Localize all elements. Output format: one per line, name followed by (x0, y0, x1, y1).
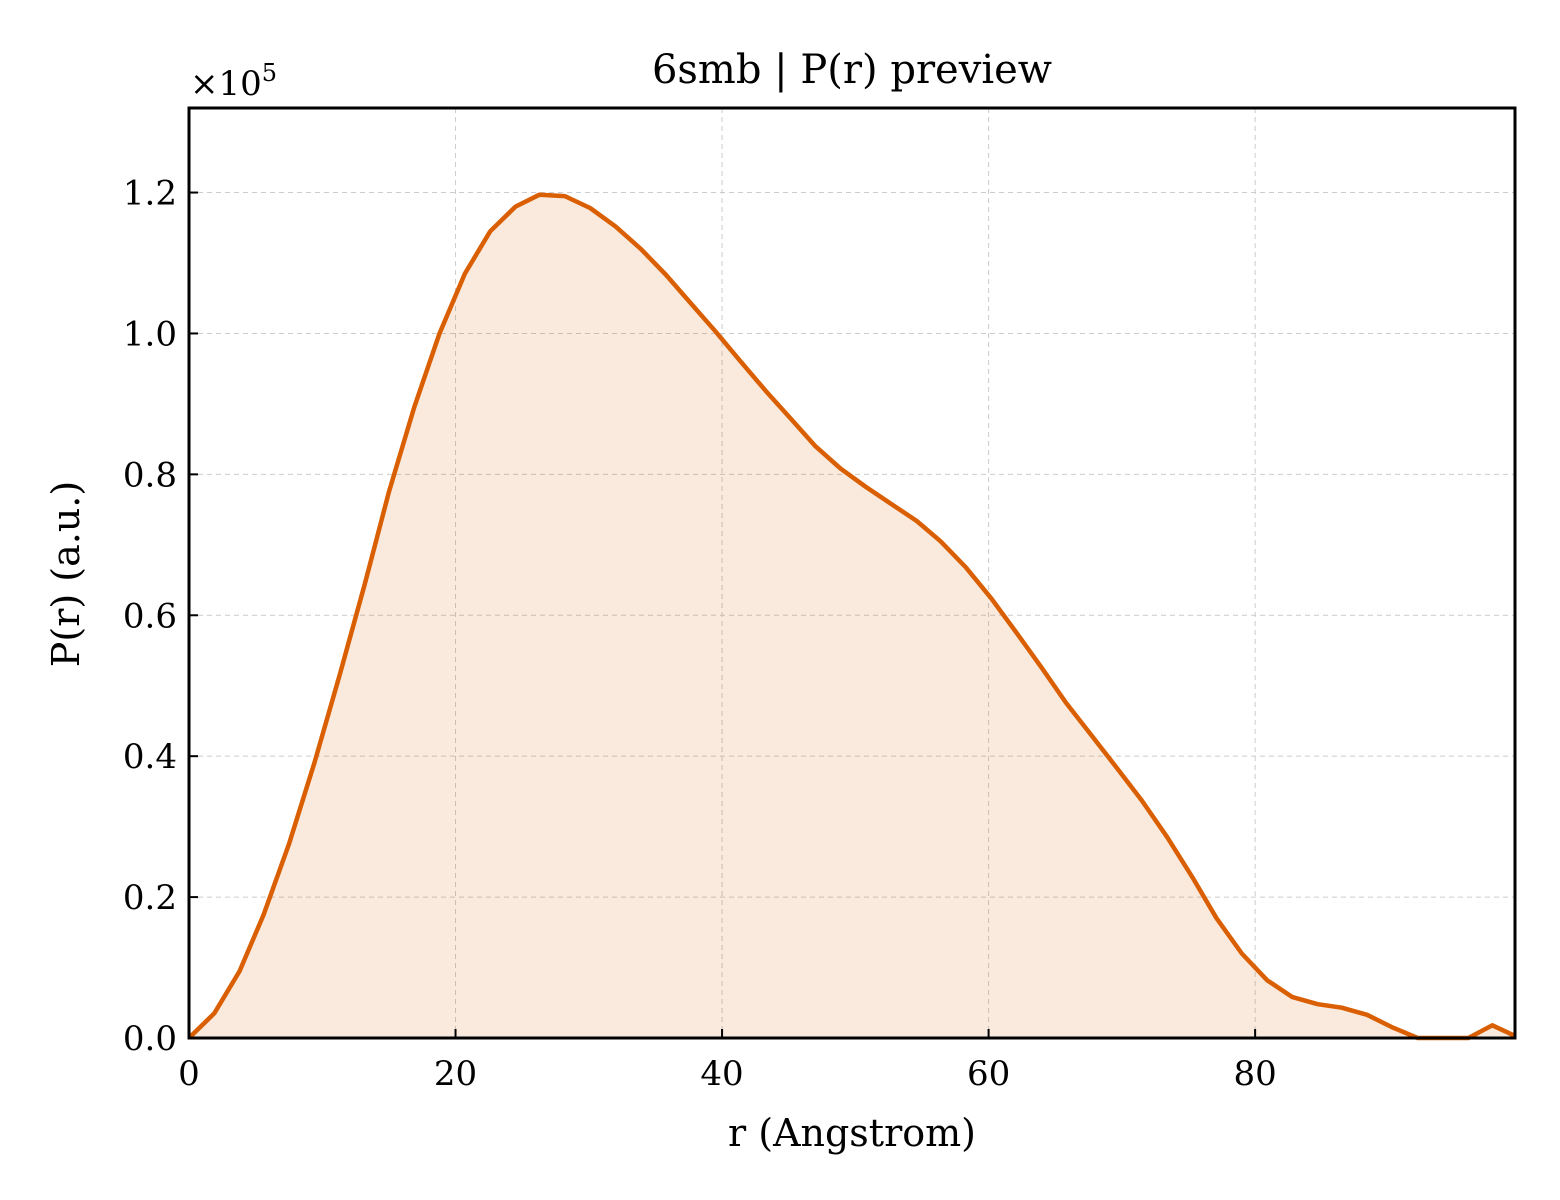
y-tick-label: 0.2 (123, 878, 177, 918)
x-tick-label: 40 (700, 1054, 743, 1094)
x-tick-label: 20 (434, 1054, 477, 1094)
y-tick-label: 1.0 (123, 314, 177, 354)
y-multiplier-exponent: 5 (262, 59, 277, 87)
y-axis-ticks: 0.0 0.2 0.4 0.6 0.8 1.0 1.2 (123, 174, 198, 1059)
pr-area-fill (189, 194, 1515, 1038)
y-axis-label: P(r) (a.u.) (44, 481, 88, 667)
x-axis-label: r (Angstrom) (728, 1111, 976, 1155)
x-tick-label: 0 (178, 1054, 200, 1094)
chart-title: 6smb | P(r) preview (652, 47, 1052, 93)
x-tick-label: 60 (967, 1054, 1010, 1094)
pr-series-line (187, 192, 1516, 1041)
x-axis-ticks: 0 20 40 60 80 (178, 1029, 1277, 1094)
grid-lines (189, 108, 1515, 1038)
y-tick-label: 0.6 (123, 596, 177, 636)
y-tick-label: 0.8 (123, 455, 177, 495)
y-tick-label: 0.4 (123, 737, 177, 777)
y-tick-label: 1.2 (123, 174, 177, 214)
y-multiplier-base: ×10 (190, 64, 262, 104)
x-tick-label: 80 (1233, 1054, 1276, 1094)
plot-frame (187, 106, 1517, 1040)
y-tick-label: 0.0 (123, 1019, 177, 1059)
y-axis-multiplier: ×105 (190, 59, 277, 104)
